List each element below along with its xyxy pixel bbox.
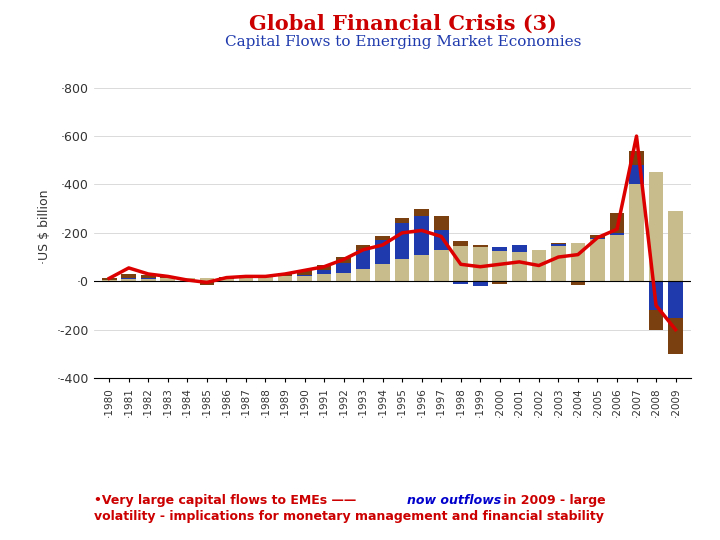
Bar	[336, 273, 351, 281]
Bar	[551, 246, 566, 281]
Bar	[102, 280, 117, 281]
Bar	[161, 278, 175, 281]
Bar	[180, 278, 194, 281]
Bar	[434, 250, 449, 281]
Bar	[649, 310, 663, 329]
Bar	[590, 235, 605, 238]
Bar	[434, 231, 449, 250]
Text: now outflows: now outflows	[407, 494, 501, 507]
Bar	[415, 208, 429, 216]
Bar	[492, 251, 507, 281]
Bar	[199, 282, 214, 285]
Bar	[199, 278, 214, 281]
Bar	[649, 281, 663, 310]
Bar	[512, 281, 526, 282]
Bar	[415, 255, 429, 281]
Bar	[571, 282, 585, 285]
Bar	[199, 281, 214, 282]
Bar	[395, 259, 410, 281]
Bar	[551, 244, 566, 246]
Bar	[336, 257, 351, 263]
Bar	[356, 245, 370, 250]
Text: volatility - implications for monetary management and financial stability: volatility - implications for monetary m…	[94, 510, 603, 523]
Bar	[161, 276, 175, 278]
Bar	[238, 276, 253, 278]
Text: Global Financial Crisis (3): Global Financial Crisis (3)	[249, 14, 557, 33]
Bar	[492, 247, 507, 251]
Bar	[395, 223, 410, 259]
Bar	[141, 278, 156, 279]
Bar	[258, 275, 273, 276]
Bar	[590, 239, 605, 281]
Bar	[492, 281, 507, 284]
Bar	[415, 216, 429, 255]
Bar	[512, 252, 526, 281]
Bar	[336, 263, 351, 273]
Bar	[668, 211, 683, 281]
Bar	[473, 247, 487, 281]
Bar	[297, 270, 312, 275]
Bar	[454, 241, 468, 246]
Bar	[668, 318, 683, 354]
Bar	[610, 233, 624, 235]
Bar	[278, 273, 292, 275]
Bar	[278, 276, 292, 281]
Bar	[122, 279, 136, 281]
Bar	[102, 278, 117, 280]
Bar	[454, 281, 468, 284]
Bar	[356, 250, 370, 269]
Bar	[629, 165, 644, 185]
Bar	[317, 265, 331, 269]
Bar	[629, 151, 644, 165]
Bar	[297, 275, 312, 276]
Bar	[434, 216, 449, 231]
Bar	[238, 278, 253, 281]
Bar	[531, 281, 546, 282]
Bar	[219, 277, 234, 278]
Bar	[668, 281, 683, 318]
Bar	[278, 275, 292, 276]
Bar	[258, 277, 273, 281]
Bar	[141, 279, 156, 281]
Bar	[571, 242, 585, 281]
Bar	[454, 246, 468, 281]
Bar	[610, 213, 624, 233]
Bar	[375, 240, 390, 264]
Bar	[571, 281, 585, 282]
Text: Capital Flows to Emerging Market Economies: Capital Flows to Emerging Market Economi…	[225, 35, 581, 49]
Bar	[356, 269, 370, 281]
Bar	[219, 279, 234, 281]
Bar	[317, 274, 331, 281]
Bar	[317, 269, 331, 274]
Text: in 2009 - large: in 2009 - large	[499, 494, 606, 507]
Bar	[297, 276, 312, 281]
Bar	[512, 245, 526, 252]
Bar	[590, 238, 605, 239]
Bar	[531, 250, 546, 281]
Bar	[180, 281, 194, 282]
Bar	[122, 278, 136, 279]
Bar	[551, 242, 566, 244]
Bar	[375, 237, 390, 240]
Y-axis label: ·US $ billion: ·US $ billion	[38, 190, 51, 264]
Bar	[610, 235, 624, 281]
Bar	[473, 245, 487, 247]
Bar	[122, 274, 136, 278]
Bar	[395, 218, 410, 223]
Bar	[141, 275, 156, 278]
Bar	[649, 172, 663, 281]
Bar	[473, 281, 487, 286]
Text: •Very large capital flows to EMEs ——: •Very large capital flows to EMEs ——	[94, 494, 360, 507]
Bar	[629, 185, 644, 281]
Bar	[375, 264, 390, 281]
